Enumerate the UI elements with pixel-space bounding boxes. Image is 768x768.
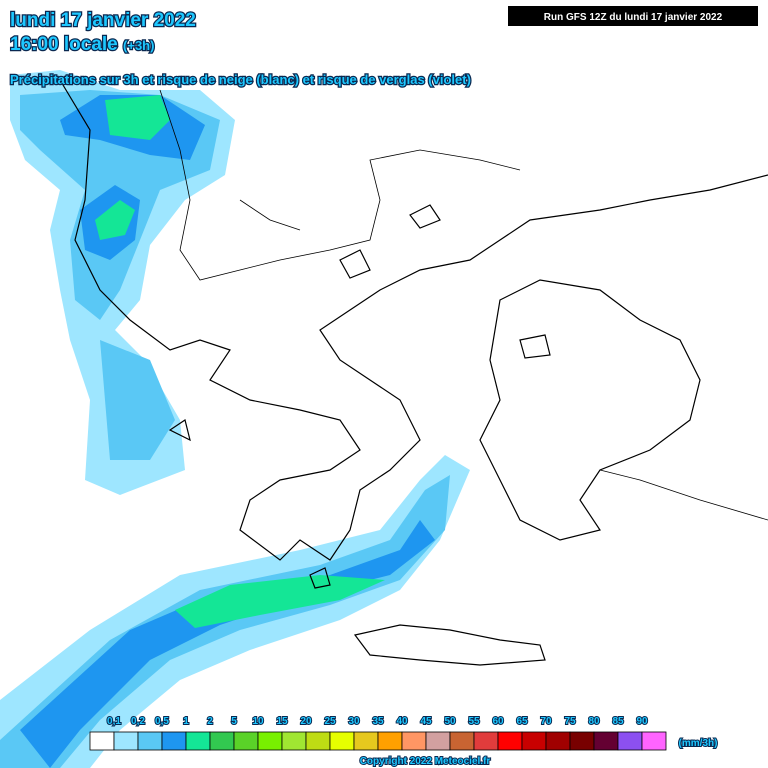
subtitle: Précipitations sur 3h et risque de neige… xyxy=(10,72,471,87)
legend-label: 15 xyxy=(276,716,288,727)
legend-label: 60 xyxy=(492,716,504,727)
legend-swatch xyxy=(521,731,547,751)
legend-swatch xyxy=(473,731,499,751)
run-box xyxy=(508,6,758,26)
legend-swatch xyxy=(401,731,427,751)
coastlines xyxy=(59,79,768,666)
legend-swatch xyxy=(137,731,163,751)
legend-swatch xyxy=(257,731,283,751)
legend-label: 30 xyxy=(348,716,360,727)
legend-label: 1 xyxy=(183,716,189,727)
legend-label: 10 xyxy=(252,716,264,727)
legend-label: 55 xyxy=(468,716,480,727)
legend-swatch xyxy=(425,731,451,751)
legend-swatch xyxy=(449,731,475,751)
unit-label: (mm/3h) xyxy=(679,738,718,749)
legend-swatch xyxy=(353,731,379,751)
legend-label: 85 xyxy=(612,716,624,727)
legend-swatch xyxy=(593,731,619,751)
precipitation xyxy=(0,70,470,768)
legend-label: 5 xyxy=(231,716,237,727)
legend-label: 80 xyxy=(588,716,600,727)
legend-label: 75 xyxy=(564,716,576,727)
legend-label: 45 xyxy=(420,716,432,727)
legend-label: 90 xyxy=(636,716,648,727)
legend-swatch xyxy=(89,731,115,751)
legend-label: 0,2 xyxy=(131,716,145,727)
legend-swatch xyxy=(641,731,667,751)
legend-label: 35 xyxy=(372,716,384,727)
legend-label: 2 xyxy=(207,716,213,727)
copyright: Copyright 2022 Meteociel.fr xyxy=(360,756,491,767)
legend-swatch xyxy=(113,731,139,751)
legend: 0,1 0,2 0,5 1 2 5 10 15 20 25 30 35 40 45 50 55 60 65 70 75… xyxy=(89,715,667,751)
legend-swatch xyxy=(497,731,523,751)
legend-label: 40 xyxy=(396,716,408,727)
legend-label: 0,1 xyxy=(107,716,121,727)
run-label: Run GFS 12Z du lundi 17 janvier 2022 xyxy=(544,12,723,23)
legend-swatch xyxy=(569,731,595,751)
legend-label: 0,5 xyxy=(155,716,169,727)
legend-label: 70 xyxy=(540,716,552,727)
legend-swatch xyxy=(185,731,211,751)
legend-swatch xyxy=(377,731,403,751)
legend-swatch xyxy=(209,731,235,751)
time: 16:00 locale (+3h) xyxy=(10,34,154,55)
legend-swatch xyxy=(161,731,187,751)
legend-swatch xyxy=(545,731,571,751)
legend-swatch xyxy=(305,731,331,751)
legend-label: 20 xyxy=(300,716,312,727)
date: lundi 17 janvier 2022 xyxy=(10,10,196,31)
legend-label: 25 xyxy=(324,716,336,727)
legend-swatch xyxy=(281,731,307,751)
legend-label: 50 xyxy=(444,716,456,727)
legend-label: 65 xyxy=(516,716,528,727)
legend-swatch xyxy=(329,731,355,751)
legend-swatch xyxy=(617,731,643,751)
legend-swatch xyxy=(233,731,259,751)
